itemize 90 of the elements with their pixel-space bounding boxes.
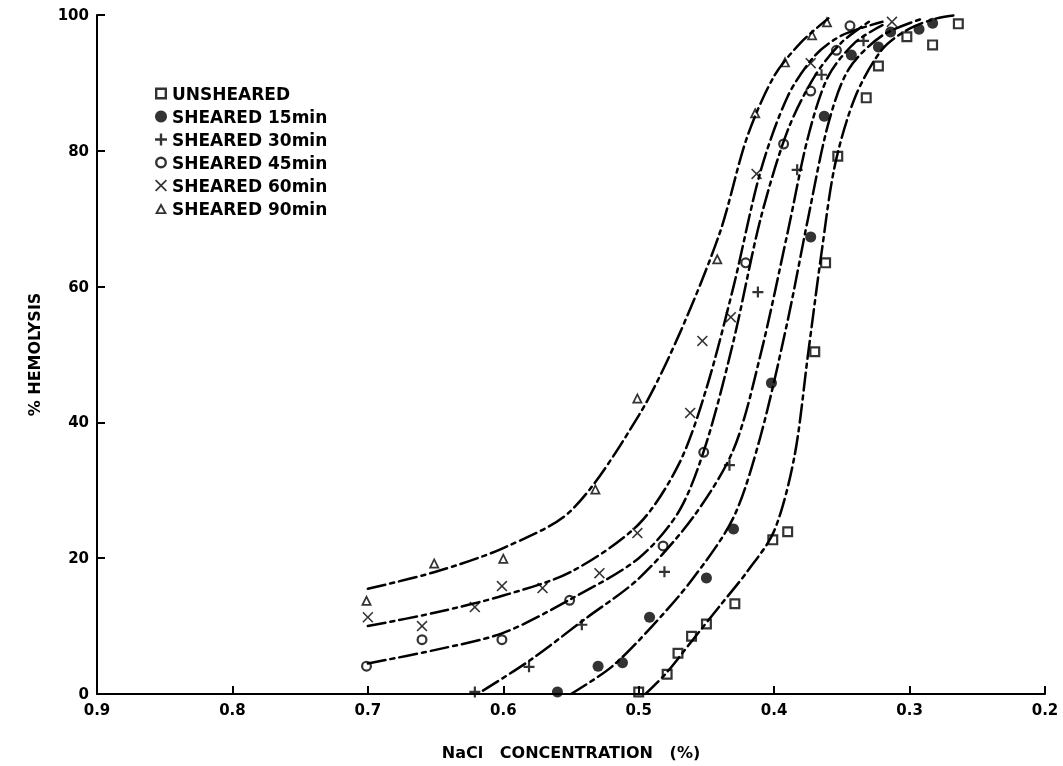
point (885, 26, 897, 38)
point (845, 49, 857, 61)
point (791, 164, 803, 176)
legend-label: SHEARED 30min (172, 129, 328, 150)
point (592, 660, 604, 672)
point (361, 660, 372, 672)
point (872, 60, 884, 72)
point (631, 527, 643, 539)
point (661, 668, 673, 680)
point (723, 459, 735, 471)
x-tick-label: 0.6 (490, 700, 517, 719)
point (725, 311, 737, 323)
point (644, 611, 656, 623)
point (537, 582, 549, 594)
point (729, 598, 741, 610)
point (821, 16, 833, 28)
point (779, 56, 791, 68)
legend-label: SHEARED 15min (172, 106, 328, 127)
point (496, 580, 508, 592)
x-tick-label: 0.3 (896, 700, 923, 719)
point (740, 257, 752, 269)
point (497, 552, 509, 564)
point (700, 572, 712, 584)
point (696, 335, 708, 347)
point (778, 138, 790, 150)
y-tick-label: 40 (68, 413, 89, 432)
point (469, 601, 481, 613)
point (751, 168, 763, 180)
point (809, 346, 821, 358)
y-tick-label: 0 (78, 685, 89, 703)
point (816, 69, 828, 81)
y-tick-label: 20 (68, 549, 89, 568)
point (858, 35, 870, 47)
point (913, 23, 925, 35)
x-tick-label: 0.8 (219, 700, 246, 719)
point (698, 446, 710, 458)
point (469, 686, 481, 698)
point (886, 16, 898, 28)
point (872, 41, 884, 53)
point (361, 594, 372, 606)
point (686, 630, 698, 642)
y-tick-label: 80 (68, 141, 89, 160)
point (416, 620, 428, 632)
point (700, 618, 712, 630)
legend-label: SHEARED 45min (172, 152, 328, 173)
point (767, 534, 779, 546)
point (684, 407, 696, 419)
point (927, 39, 939, 51)
point (672, 647, 684, 659)
point (593, 567, 605, 579)
x-tick-label: 0.9 (83, 700, 111, 719)
x-tick-label: 0.5 (625, 700, 652, 719)
point (806, 29, 818, 41)
point (901, 31, 913, 43)
point (765, 377, 777, 389)
point (496, 634, 508, 646)
point (752, 286, 764, 298)
point (844, 20, 856, 32)
x-tick-label: 0.4 (760, 700, 788, 719)
point (830, 44, 842, 56)
x-axis-title: NaCl CONCENTRATION (%) (441, 742, 701, 762)
x-tick-label: 0.2 (1031, 700, 1059, 719)
point (362, 611, 374, 623)
point (805, 231, 817, 243)
legend-label: SHEARED 60min (172, 175, 328, 196)
legend-label: SHEARED 90min (172, 198, 328, 219)
point (616, 657, 628, 669)
point (416, 634, 428, 646)
point (952, 18, 964, 30)
point (576, 619, 588, 631)
point (523, 661, 535, 673)
point (782, 526, 794, 538)
x-tick-label: 0.7 (354, 700, 382, 719)
y-axis-title: % HEMOLYSIS (24, 292, 44, 417)
y-tick-label: 60 (68, 277, 89, 296)
point (805, 57, 817, 69)
point (658, 566, 670, 578)
point (551, 686, 563, 698)
legend-label: UNSHEARED (172, 83, 291, 104)
point (728, 523, 740, 535)
point (860, 92, 872, 104)
point (832, 150, 844, 162)
y-tick-label: 100 (57, 6, 89, 24)
point (820, 257, 832, 269)
point (805, 85, 817, 97)
point (818, 110, 830, 122)
point (633, 686, 645, 698)
point (927, 17, 939, 29)
point (564, 594, 576, 606)
point (657, 540, 669, 552)
